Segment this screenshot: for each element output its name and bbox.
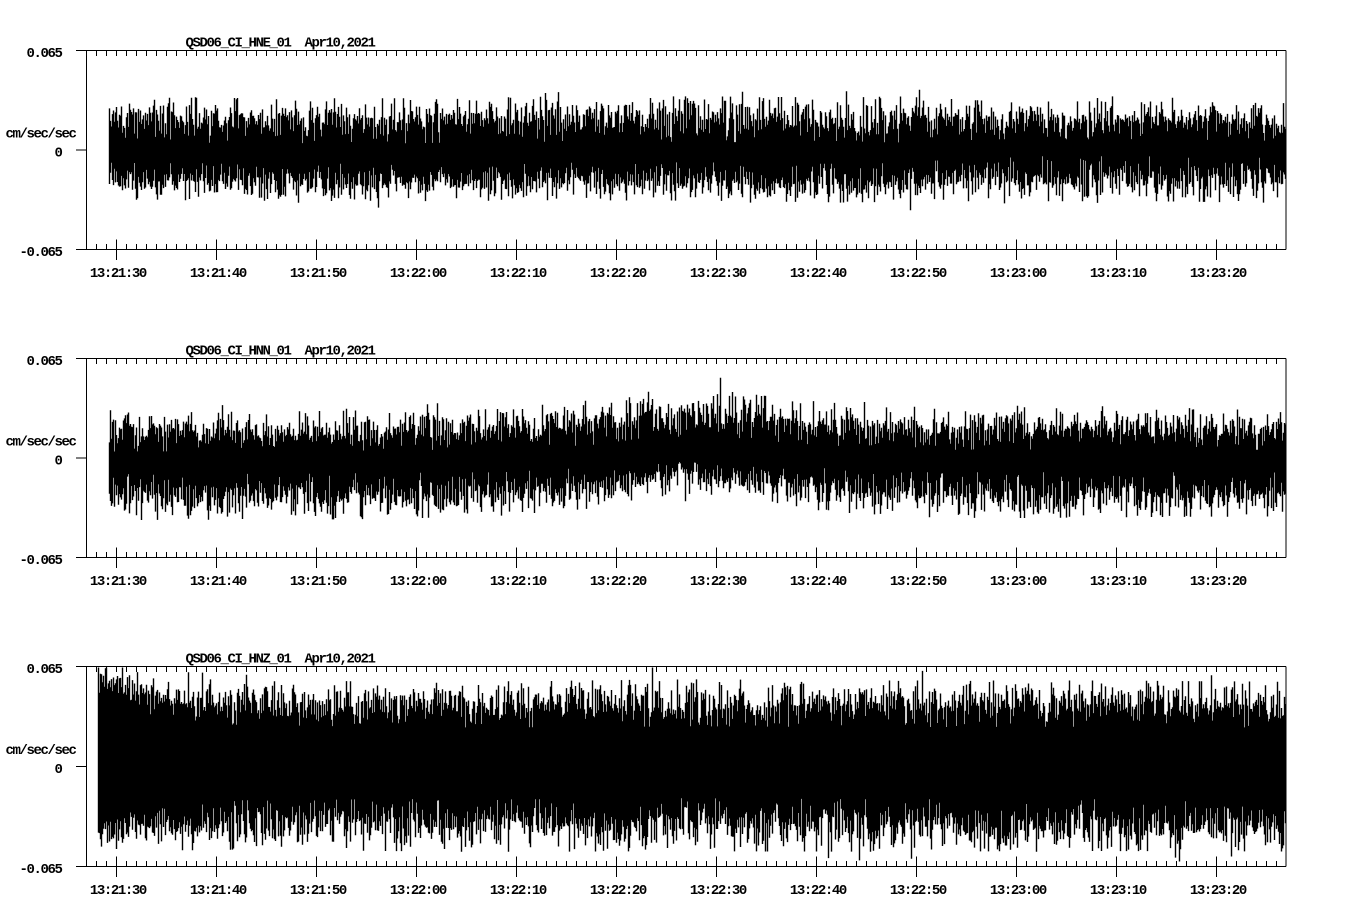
svg-text:13:21:50: 13:21:50 (290, 266, 347, 282)
svg-text:0: 0 (54, 762, 62, 778)
svg-text:13:22:10: 13:22:10 (490, 883, 547, 899)
svg-text:13:22:20: 13:22:20 (590, 266, 647, 282)
svg-text:13:22:30: 13:22:30 (690, 574, 747, 590)
svg-text:13:21:40: 13:21:40 (190, 266, 247, 282)
svg-text:-0.065: -0.065 (19, 245, 62, 261)
svg-text:13:23:20: 13:23:20 (1190, 266, 1247, 282)
svg-text:QSD06_CI_HNZ_01 Apr10,2021: QSD06_CI_HNZ_01 Apr10,2021 (186, 652, 376, 668)
svg-text:13:23:20: 13:23:20 (1190, 574, 1247, 590)
svg-text:QSD06_CI_HNE_01 Apr10,2021: QSD06_CI_HNE_01 Apr10,2021 (186, 36, 376, 52)
svg-text:13:23:10: 13:23:10 (1090, 574, 1147, 590)
svg-text:13:22:40: 13:22:40 (790, 574, 847, 590)
svg-text:0: 0 (54, 146, 62, 162)
svg-text:13:23:00: 13:23:00 (990, 574, 1047, 590)
svg-text:13:23:00: 13:23:00 (990, 883, 1047, 899)
svg-text:13:22:10: 13:22:10 (490, 574, 547, 590)
svg-text:13:23:10: 13:23:10 (1090, 883, 1147, 899)
svg-text:13:22:40: 13:22:40 (790, 883, 847, 899)
svg-text:13:21:40: 13:21:40 (190, 883, 247, 899)
svg-text:13:22:20: 13:22:20 (590, 574, 647, 590)
svg-text:13:23:10: 13:23:10 (1090, 266, 1147, 282)
svg-text:13:22:10: 13:22:10 (490, 266, 547, 282)
svg-text:13:22:40: 13:22:40 (790, 266, 847, 282)
svg-text:QSD06_CI_HNN_01 Apr10,2021: QSD06_CI_HNN_01 Apr10,2021 (186, 344, 376, 360)
svg-text:-0.065: -0.065 (19, 553, 62, 569)
svg-text:0.065: 0.065 (26, 46, 62, 62)
svg-text:13:22:50: 13:22:50 (890, 574, 947, 590)
svg-text:-0.065: -0.065 (19, 862, 62, 878)
svg-text:13:22:50: 13:22:50 (890, 266, 947, 282)
svg-text:0.065: 0.065 (26, 662, 62, 678)
svg-text:0.065: 0.065 (26, 354, 62, 370)
svg-text:13:23:20: 13:23:20 (1190, 883, 1247, 899)
svg-text:13:22:50: 13:22:50 (890, 883, 947, 899)
svg-text:13:22:30: 13:22:30 (690, 883, 747, 899)
svg-text:13:21:50: 13:21:50 (290, 883, 347, 899)
svg-text:13:22:00: 13:22:00 (390, 883, 447, 899)
svg-text:13:21:30: 13:21:30 (90, 883, 147, 899)
svg-text:13:21:30: 13:21:30 (90, 266, 147, 282)
svg-text:cm/sec/sec: cm/sec/sec (5, 435, 76, 451)
svg-text:cm/sec/sec: cm/sec/sec (5, 743, 76, 759)
svg-text:13:23:00: 13:23:00 (990, 266, 1047, 282)
svg-text:cm/sec/sec: cm/sec/sec (5, 127, 76, 143)
svg-text:13:22:00: 13:22:00 (390, 574, 447, 590)
svg-text:13:22:20: 13:22:20 (590, 883, 647, 899)
svg-text:13:21:30: 13:21:30 (90, 574, 147, 590)
svg-text:13:21:50: 13:21:50 (290, 574, 347, 590)
svg-text:13:22:30: 13:22:30 (690, 266, 747, 282)
svg-text:0: 0 (54, 454, 62, 470)
svg-text:13:21:40: 13:21:40 (190, 574, 247, 590)
svg-text:13:22:00: 13:22:00 (390, 266, 447, 282)
